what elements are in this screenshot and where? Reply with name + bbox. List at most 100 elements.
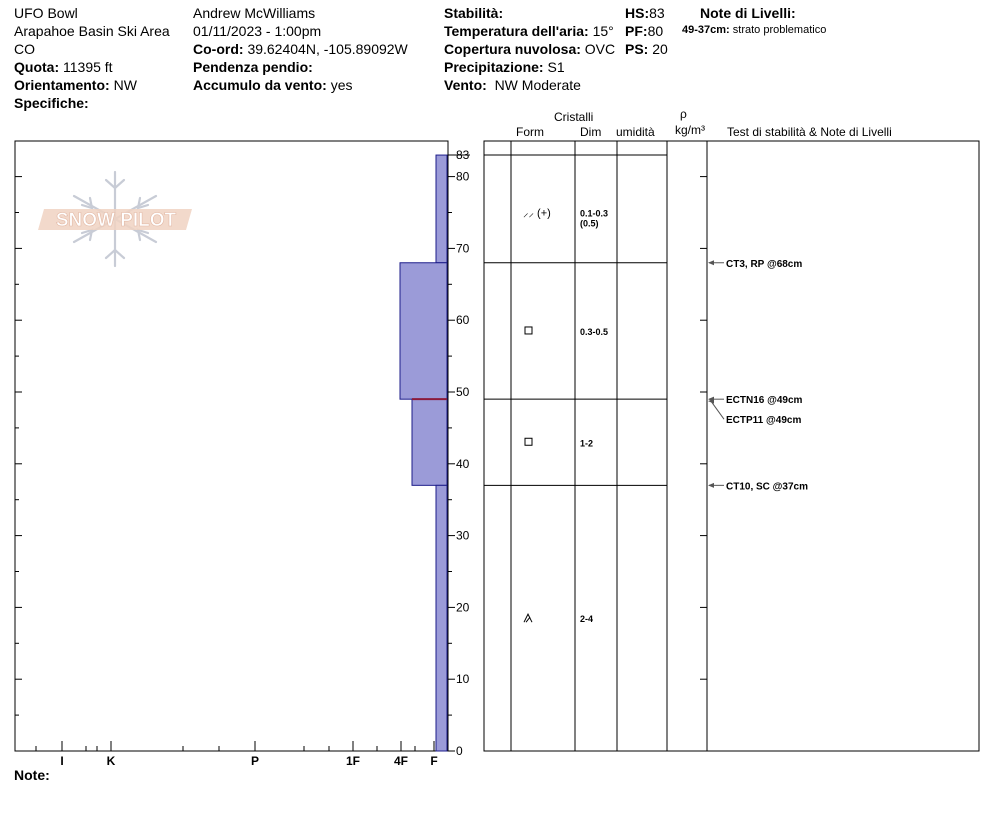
stability-tests: CT3, RP @68cm ECTN16 @49cm ECTP11 @49cm CT1… bbox=[708, 259, 808, 492]
x-tick-label: 1F bbox=[346, 754, 360, 768]
stability-label: Stabilità: bbox=[444, 5, 504, 21]
y-tick-label: 80 bbox=[456, 170, 470, 184]
moisture-header: umidità bbox=[616, 125, 655, 139]
layer-note: 49-37cm: strato problematico bbox=[682, 24, 826, 36]
y-tick-label: 70 bbox=[456, 241, 470, 255]
elevation-label: Quota: bbox=[14, 59, 60, 75]
ps-label: PS: bbox=[625, 41, 649, 57]
stability-test: ECTP11 @49cm bbox=[708, 398, 801, 426]
wind-loading-label: Accumulo da vento: bbox=[193, 77, 327, 93]
density-ticks bbox=[700, 176, 707, 680]
cloud-row: Copertura nuvolosa: OVC bbox=[444, 40, 615, 58]
observation-datetime: 01/11/2023 - 1:00pm bbox=[193, 23, 322, 39]
x-tick-label: 4F bbox=[394, 754, 408, 768]
crystal-size: 0.3-0.5 bbox=[580, 327, 608, 337]
location-name: UFO Bowl bbox=[14, 5, 78, 21]
cloud-label: Copertura nuvolosa: bbox=[444, 41, 581, 57]
rho-header: ρ bbox=[680, 107, 687, 121]
hardness-axis: I K P 1F 4F F bbox=[35, 741, 438, 768]
crystal-form-symbol bbox=[523, 613, 533, 623]
snowpilot-logo: SNOW PILOT bbox=[38, 170, 192, 268]
specifics-label: Specifiche: bbox=[14, 95, 89, 111]
wind-row: Vento: NW Moderate bbox=[444, 76, 581, 94]
crystal-size: 1-2 bbox=[580, 438, 593, 448]
air-temp-row: Temperatura dell'aria: 15° bbox=[444, 22, 614, 40]
state-name: CO bbox=[14, 41, 35, 57]
y-tick-label: 83 bbox=[456, 148, 470, 162]
hardness-layers bbox=[399, 154, 448, 752]
x-tick-label: I bbox=[60, 754, 63, 768]
size-header: Dim bbox=[580, 125, 602, 139]
hardness-layer-1 bbox=[399, 262, 448, 400]
elevation-value: 11395 ft bbox=[63, 59, 113, 75]
coord-label: Co-ord: bbox=[193, 41, 244, 57]
hardness-chart-frame bbox=[14, 140, 449, 752]
left-ticks bbox=[15, 176, 22, 752]
y-tick-label: 10 bbox=[456, 672, 470, 686]
y-tick-label: 0 bbox=[456, 744, 463, 758]
y-tick-label: 60 bbox=[456, 313, 470, 327]
x-tick-label: F bbox=[430, 754, 437, 768]
area-name: Arapahoe Basin Ski Area bbox=[14, 23, 170, 39]
y-tick-label: 30 bbox=[456, 529, 470, 543]
crystal-rows: ⸝⸝ (+) 0.1-0.3(0.5) 0.3-0.5 1-2 2-4 bbox=[523, 208, 608, 625]
crystal-form-symbol bbox=[524, 437, 533, 446]
coord-row: Co-ord: 39.62404N, -105.89092W bbox=[193, 40, 408, 58]
air-temp-value: 15° bbox=[592, 23, 614, 39]
stability-test: ECTN16 @49cm bbox=[708, 395, 803, 406]
hs-row: HS:83 bbox=[625, 4, 665, 22]
density-unit-header: kg/m³ bbox=[675, 123, 705, 137]
aspect-value: NW bbox=[113, 77, 137, 93]
stability-test-label: CT10, SC @37cm bbox=[726, 481, 808, 492]
table-column-lines bbox=[510, 141, 708, 751]
stability-test: CT10, SC @37cm bbox=[708, 481, 808, 492]
stability-test-label: ECTP11 @49cm bbox=[726, 415, 801, 426]
stability-test-label: CT3, RP @68cm bbox=[726, 259, 802, 270]
stability-test: CT3, RP @68cm bbox=[708, 259, 802, 270]
air-temp-label: Temperatura dell'aria: bbox=[444, 23, 589, 39]
crystal-form-symbol: ⸝⸝ (+) bbox=[523, 208, 551, 220]
crystal-size: 0.1-0.3 bbox=[580, 209, 608, 219]
y-tick-label: 20 bbox=[456, 600, 470, 614]
wind-value: NW Moderate bbox=[494, 77, 581, 93]
cloud-value: OVC bbox=[584, 41, 616, 57]
y-axis-labels: 0 10 20 30 40 50 60 70 80 83 bbox=[456, 148, 470, 758]
precip-value: S1 bbox=[547, 59, 565, 75]
observer-name: Andrew McWilliams bbox=[193, 5, 316, 21]
logo-text: SNOW PILOT bbox=[56, 210, 177, 231]
slope-row: Pendenza pendio: bbox=[193, 58, 313, 76]
hs-label: HS: bbox=[625, 5, 650, 21]
crystal-form-mark bbox=[525, 616, 531, 623]
slope-label: Pendenza pendio: bbox=[193, 59, 313, 75]
crystals-header: Cristalli bbox=[554, 110, 594, 124]
ps-value: 20 bbox=[652, 41, 668, 57]
layer-boundary-lines bbox=[484, 154, 667, 486]
ps-row: PS: 20 bbox=[625, 40, 668, 58]
right-ticks bbox=[448, 154, 470, 752]
crystal-form-symbol bbox=[524, 326, 533, 335]
precip-label: Precipitazione: bbox=[444, 59, 544, 75]
hardness-layer-0 bbox=[435, 154, 448, 264]
wind-loading-row: Accumulo da vento: yes bbox=[193, 76, 352, 94]
notes-row: Note: bbox=[14, 766, 50, 784]
x-tick-label: K bbox=[107, 754, 116, 768]
stability-test-label: ECTN16 @49cm bbox=[726, 395, 803, 406]
elevation-row: Quota: 11395 ft bbox=[14, 58, 113, 76]
x-tick-label: P bbox=[251, 754, 259, 768]
hardness-layer-2 bbox=[411, 398, 448, 486]
layer-note-text: strato problematico bbox=[732, 24, 827, 36]
aspect-row: Orientamento: NW bbox=[14, 76, 137, 94]
hardness-layer-3 bbox=[435, 484, 448, 752]
tests-header: Test di stabilità & Note di Livelli bbox=[727, 125, 892, 139]
specifics-row: Specifiche: bbox=[14, 94, 89, 112]
precip-row: Precipitazione: S1 bbox=[444, 58, 565, 76]
pf-label: PF: bbox=[625, 23, 648, 39]
wind-loading-value: yes bbox=[330, 77, 353, 93]
layer-note-range: 49-37cm: bbox=[682, 24, 730, 36]
form-header: Form bbox=[516, 125, 544, 139]
hs-value: 83 bbox=[649, 5, 665, 21]
crystal-size: 2-4 bbox=[580, 614, 593, 624]
notes-label: Note: bbox=[14, 767, 50, 783]
crystal-table-frame bbox=[483, 140, 980, 752]
